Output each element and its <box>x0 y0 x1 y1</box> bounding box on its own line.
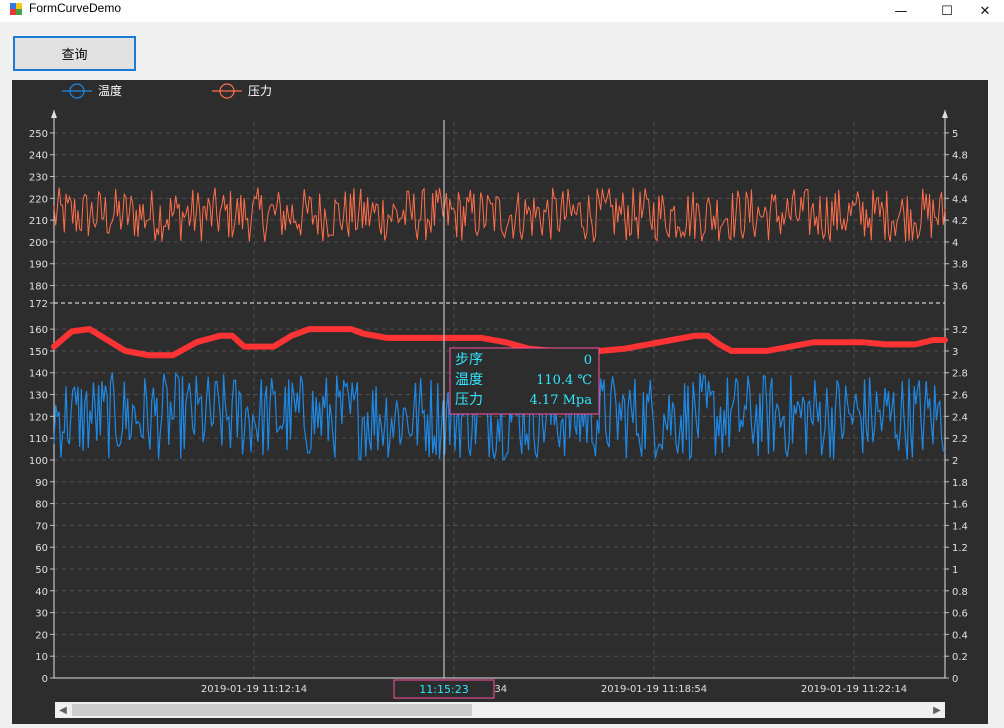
right-tick-label: 3.6 <box>952 282 968 293</box>
right-tick-label: 2 <box>952 456 958 467</box>
right-tick-label: 0.8 <box>952 587 968 598</box>
temperature-series-line <box>53 372 946 461</box>
left-tick-label: 80 <box>35 500 48 511</box>
tooltip-label: 压力 <box>455 392 483 408</box>
right-tick-label: 5 <box>952 129 958 140</box>
left-axis-arrow-icon <box>51 110 57 118</box>
close-icon[interactable]: ✕ <box>979 3 991 19</box>
minimize-icon[interactable]: — <box>894 3 908 19</box>
right-tick-label: 4.6 <box>952 173 968 184</box>
right-tick-label: 4.4 <box>952 194 968 205</box>
cursor-tooltip: 步序 0 温度 110.4 ℃ 压力 4.17 Mpa <box>449 347 600 415</box>
left-tick-label: 130 <box>29 391 48 402</box>
tooltip-value: 4.17 Mpa <box>530 393 593 408</box>
right-tick-label: 4 <box>952 238 958 249</box>
cursor-time-label: 11:15:23 <box>419 683 468 696</box>
right-tick-label: 0.2 <box>952 652 968 663</box>
legend-label: 压力 <box>248 84 272 98</box>
right-tick-label: 4.8 <box>952 151 968 162</box>
legend-marker-icon <box>69 83 85 99</box>
left-tick-label: 10 <box>35 652 48 663</box>
x-tick-label: 2019-01-19 11:22:14 <box>801 684 907 695</box>
left-tick-label: 90 <box>35 478 48 489</box>
left-tick-label: 220 <box>29 194 48 205</box>
tooltip-value: 110.4 ℃ <box>536 373 592 388</box>
left-tick-label: 240 <box>29 151 48 162</box>
maximize-icon[interactable]: ☐ <box>941 3 953 19</box>
left-tick-label: 50 <box>35 565 48 576</box>
pressure-series-line <box>53 187 946 242</box>
tooltip-label: 步序 <box>455 352 483 368</box>
app-icon <box>10 3 22 15</box>
left-tick-label: 210 <box>29 216 48 227</box>
left-tick-label: 160 <box>29 325 48 336</box>
thick-curve-line <box>51 326 948 359</box>
left-tick-label: 60 <box>35 543 48 554</box>
left-tick-label: 110 <box>29 434 48 445</box>
left-tick-label: 140 <box>29 369 48 380</box>
right-axis-arrow-icon <box>942 110 948 118</box>
right-tick-label: 1.4 <box>952 521 968 532</box>
query-button[interactable]: 查询 <box>13 36 136 71</box>
title-bar: FormCurveDemo — ☐ ✕ <box>0 0 1004 22</box>
right-tick-label: 3.8 <box>952 260 968 271</box>
tooltip-value: 0 <box>584 353 592 368</box>
right-tick-label: 2.8 <box>952 369 968 380</box>
left-tick-label: 250 <box>29 129 48 140</box>
scroll-thumb[interactable] <box>72 704 472 716</box>
chart-svg[interactable]: 0102030405060708090100110120130140150160… <box>12 80 988 724</box>
right-tick-label: 4.2 <box>952 216 968 227</box>
right-tick-label: 3 <box>952 347 958 358</box>
left-tick-label: 180 <box>29 282 48 293</box>
right-tick-label: 0.4 <box>952 630 968 641</box>
right-tick-label: 1.2 <box>952 543 968 554</box>
window-title: FormCurveDemo <box>29 1 122 15</box>
right-tick-label: 3.2 <box>952 325 968 336</box>
right-tick-label: 2.2 <box>952 434 968 445</box>
left-tick-label: 190 <box>29 260 48 271</box>
right-tick-label: 1.8 <box>952 478 968 489</box>
left-tick-label: 0 <box>42 674 48 685</box>
left-tick-label: 40 <box>35 587 48 598</box>
horizontal-scrollbar[interactable]: ◀ ▶ <box>55 702 945 718</box>
legend-label: 温度 <box>98 83 122 98</box>
right-tick-label: 0.6 <box>952 609 968 620</box>
cursor-time-box <box>393 679 495 699</box>
left-tick-label: 100 <box>29 456 48 467</box>
right-tick-label: 1 <box>952 565 958 576</box>
left-tick-label: 200 <box>29 238 48 249</box>
left-tick-label: 230 <box>29 173 48 184</box>
tooltip-label: 温度 <box>455 372 483 388</box>
right-tick-label: 1.6 <box>952 500 968 511</box>
scroll-left-icon[interactable]: ◀ <box>59 704 67 716</box>
right-tick-label: 2.6 <box>952 391 968 402</box>
left-tick-label: 150 <box>29 347 48 358</box>
x-tick-label: 2019-01-19 11:12:14 <box>201 684 307 695</box>
right-tick-label: 2.4 <box>952 412 968 423</box>
left-tick-label: 70 <box>35 521 48 532</box>
tooltip-box <box>449 347 600 415</box>
left-tick-label: 120 <box>29 412 48 423</box>
x-tick-label: 2019-01-19 11:18:54 <box>601 684 707 695</box>
right-tick-label: 0 <box>952 674 958 685</box>
legend-marker-icon <box>219 83 235 99</box>
curve-chart[interactable]: 0 10 20 30 40 50 60 70 80 90 100 110 120 130 140 150 160… <box>12 80 988 724</box>
left-tick-label: 20 <box>35 630 48 641</box>
left-tick-label: 172 <box>29 299 48 310</box>
left-tick-label: 30 <box>35 609 48 620</box>
scroll-right-icon[interactable]: ▶ <box>933 704 941 716</box>
